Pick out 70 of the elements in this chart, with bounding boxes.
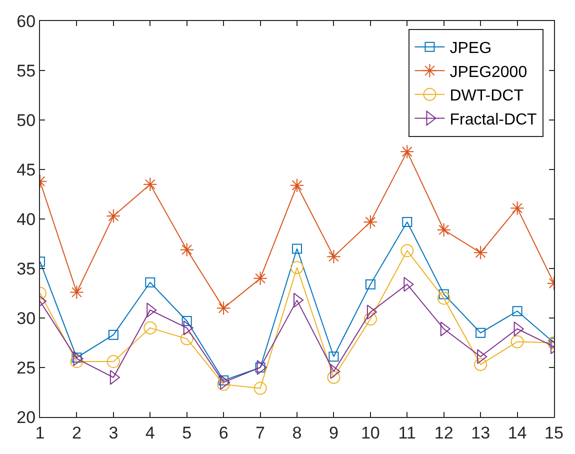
legend-label: Fractal-DCT [450, 111, 538, 128]
x-tick-label: 1 [35, 423, 45, 442]
x-tick-label: 13 [471, 423, 490, 442]
x-tick-label: 7 [256, 423, 266, 442]
point [253, 271, 268, 286]
point [330, 364, 340, 379]
point [254, 382, 267, 395]
x-tick-label: 6 [218, 423, 228, 442]
point [473, 246, 488, 260]
point [182, 316, 192, 326]
point [290, 261, 304, 274]
x-tick-label: 3 [108, 423, 118, 442]
y-tick-label: 40 [16, 210, 36, 229]
x-tick-label: 10 [360, 423, 380, 442]
y-tick-label: 25 [16, 358, 36, 378]
point [474, 358, 488, 372]
point [217, 378, 230, 391]
point [218, 375, 229, 386]
point [438, 289, 449, 300]
point [436, 222, 451, 237]
point [143, 177, 158, 192]
point [400, 144, 414, 159]
point [437, 292, 450, 305]
point [108, 330, 118, 340]
point [364, 312, 377, 326]
point [292, 244, 302, 254]
point [365, 279, 376, 290]
y-tick-label: 60 [16, 12, 36, 31]
point [255, 362, 266, 372]
x-tick-label: 12 [434, 423, 454, 442]
point [144, 321, 157, 334]
y-tick-label: 50 [16, 110, 36, 130]
legend-label: JPEG [450, 40, 492, 58]
point [510, 201, 524, 216]
point [145, 277, 156, 288]
x-tick-label: 4 [145, 423, 155, 442]
point [106, 355, 120, 368]
point [510, 335, 524, 348]
point [256, 360, 267, 375]
point [512, 306, 522, 316]
point [180, 332, 194, 346]
point [327, 370, 340, 384]
point [70, 285, 84, 300]
point [70, 355, 84, 368]
point [363, 214, 378, 230]
y-tick-label: 35 [16, 259, 36, 278]
point [216, 301, 231, 316]
x-tick-label: 8 [292, 423, 302, 442]
y-tick-label: 45 [16, 160, 36, 180]
point [476, 328, 486, 338]
point [106, 208, 121, 224]
x-tick-label: 11 [398, 423, 416, 442]
point [72, 352, 82, 363]
point [180, 242, 194, 257]
x-tick-label: 14 [508, 423, 527, 442]
legend-label: DWT-DCT [450, 88, 524, 105]
x-tick-label: 2 [72, 423, 82, 442]
legend-label: JPEG2000 [450, 64, 528, 81]
x-tick-label: 9 [328, 423, 338, 442]
point [290, 178, 304, 192]
point [328, 352, 339, 362]
x-tick-label: 5 [182, 423, 192, 442]
point [366, 304, 377, 320]
y-tick-label: 30 [16, 308, 36, 328]
x-tick-label: 15 [544, 423, 564, 442]
y-tick-label: 55 [16, 61, 36, 80]
point [402, 216, 412, 227]
y-tick-label: 20 [16, 408, 36, 427]
point [400, 244, 414, 258]
point [326, 250, 341, 264]
